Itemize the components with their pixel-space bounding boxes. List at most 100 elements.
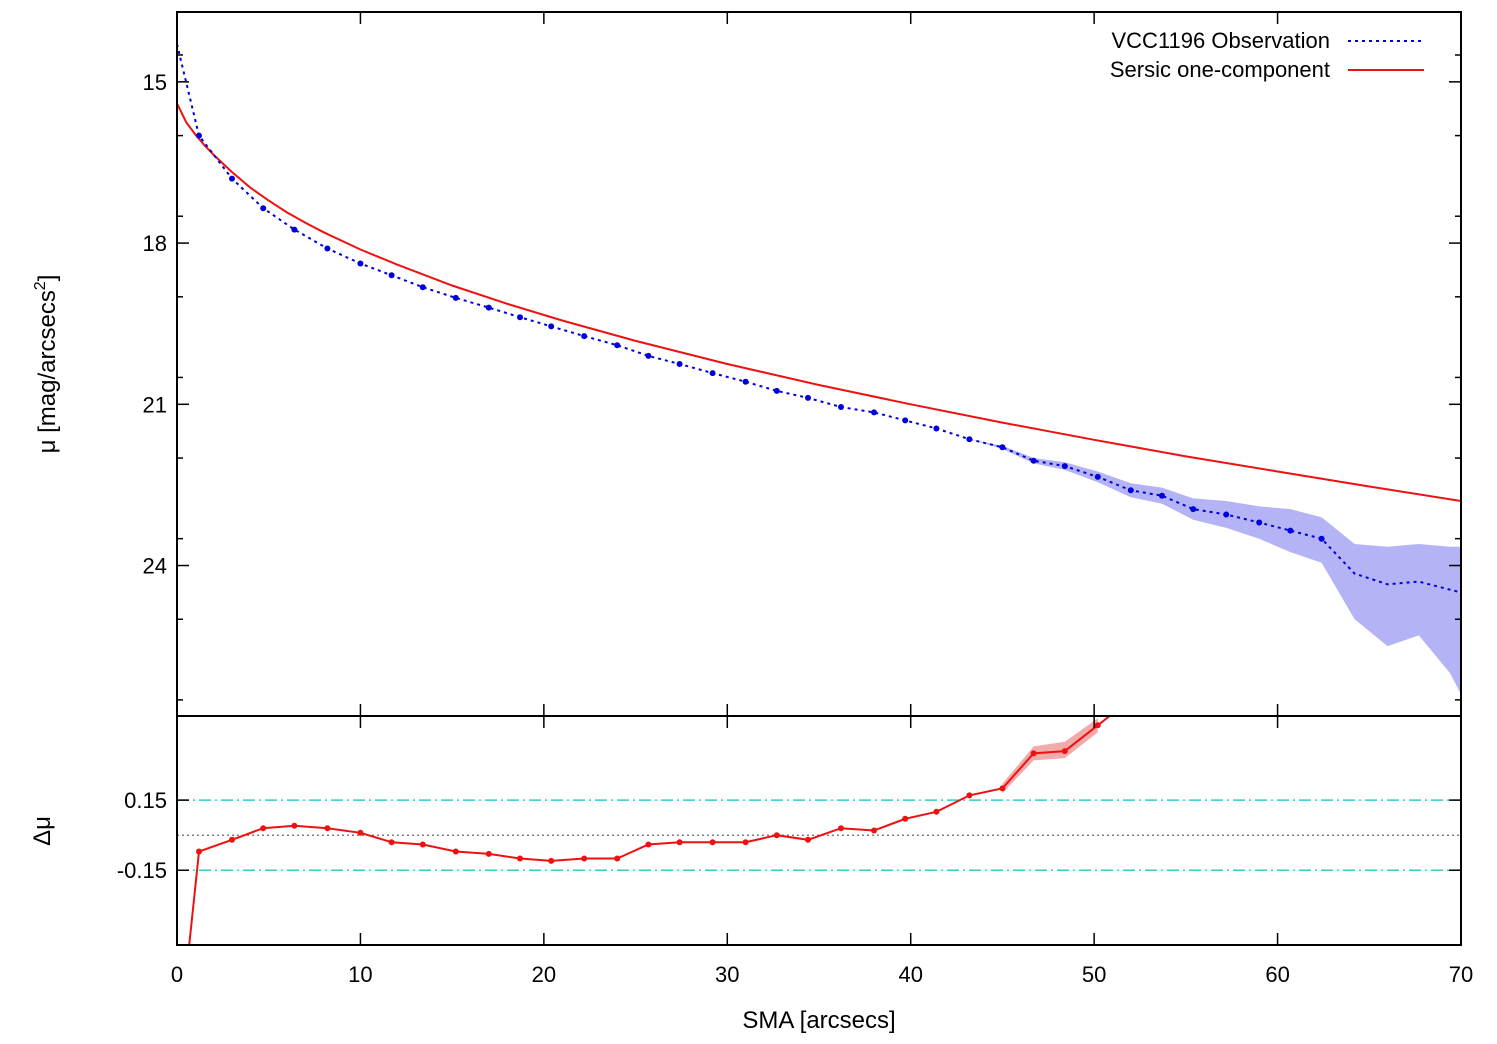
top-panel: 15 18 21 24 μ [mag/arcsecs2] VCC1196 Observ…	[32, 11, 1462, 717]
observation-point	[452, 294, 459, 301]
residual-point	[742, 839, 749, 846]
residual-point	[614, 855, 621, 862]
top-y-axis-label-close: ]	[34, 275, 61, 282]
residual-point	[933, 808, 940, 815]
residual-point	[291, 822, 298, 829]
observation-point	[1223, 511, 1230, 518]
residual-point	[517, 855, 523, 862]
observation-point	[871, 409, 877, 416]
bottom-y-axis-label: Δμ	[29, 816, 56, 846]
residual-point	[966, 792, 973, 799]
residual-point	[357, 829, 364, 836]
residual-point	[773, 832, 780, 839]
residual-point	[452, 848, 459, 855]
observation-point	[196, 132, 202, 139]
x-tick-labels: 0 10 20 30 40 50 60 70	[171, 962, 1473, 987]
top-y-axis-label-superscript: 2	[32, 281, 49, 290]
residual-point	[1094, 722, 1101, 729]
bottom-panel: 0.15 -0.15 0 10 20 30 40 50 60 70 Δμ SMA [arcsec…	[29, 715, 1473, 1034]
observation-point	[742, 378, 749, 385]
top-y-axis-label: μ [mag/arcsecs2]	[32, 275, 61, 454]
observation-point	[1061, 463, 1068, 470]
residual-point	[676, 839, 683, 846]
x-axis-label: SMA [arcsecs]	[742, 1007, 895, 1034]
residual-point	[645, 841, 652, 848]
top-y-tick-label: 18	[143, 231, 167, 256]
observation-point	[838, 404, 844, 410]
observation-point	[229, 175, 235, 182]
top-error-band	[177, 44, 1461, 695]
bottom-y-tick-label: -0.15	[117, 858, 167, 883]
bottom-ticks	[176, 716, 1462, 945]
x-tick-label: 20	[532, 962, 556, 987]
x-tick-label: 60	[1265, 962, 1289, 987]
observation-line	[177, 43, 1461, 594]
bottom-reference-lines	[177, 799, 1461, 871]
observation-point	[388, 272, 395, 279]
bottom-y-tick-label: 0.15	[124, 788, 167, 813]
x-tick-label: 10	[348, 962, 372, 987]
observation-point	[999, 444, 1006, 451]
residual-point	[1030, 750, 1037, 757]
residual-point	[229, 836, 235, 843]
residual-point	[871, 827, 877, 834]
legend-label-observation: VCC1196 Observation	[1112, 28, 1331, 53]
top-y-tick-label: 21	[143, 392, 167, 417]
top-y-tick-label: 24	[143, 554, 167, 579]
residual-point	[548, 857, 555, 864]
observation-point	[1159, 492, 1165, 499]
residual-point	[805, 836, 811, 843]
residual-point	[485, 850, 492, 857]
x-tick-label: 0	[171, 962, 183, 987]
observation-point	[902, 417, 909, 424]
x-tick-label: 70	[1449, 962, 1473, 987]
residual-point	[999, 785, 1006, 792]
observation-error-band	[177, 44, 1461, 695]
observation-point	[709, 370, 716, 377]
observation-point	[773, 387, 780, 394]
sersic-line	[177, 102, 1461, 502]
observation-point	[966, 436, 973, 443]
observation-point	[1190, 506, 1197, 513]
residual-error-band	[1002, 718, 1098, 794]
residual-point	[388, 839, 395, 846]
observation-point	[1287, 527, 1294, 534]
top-y-tick-label: 15	[143, 70, 167, 95]
top-ticks	[176, 12, 1462, 716]
residual-point	[324, 825, 331, 832]
bottom-markers	[196, 722, 1101, 864]
observation-point	[676, 361, 683, 367]
observation-point	[1094, 473, 1101, 480]
residual-point	[709, 839, 716, 846]
residual-point	[581, 855, 588, 862]
observation-point	[324, 245, 331, 252]
observation-point	[485, 304, 492, 311]
observation-point	[357, 260, 364, 267]
x-tick-label: 30	[715, 962, 739, 987]
bottom-y-tick-labels: 0.15 -0.15	[117, 788, 167, 883]
residual-point	[196, 848, 202, 855]
residual-point	[1061, 748, 1068, 755]
observation-point	[933, 425, 940, 432]
observation-point	[419, 284, 426, 291]
residual-point	[260, 825, 267, 832]
bottom-plot-frame	[176, 715, 1462, 946]
top-markers	[196, 132, 1325, 542]
residual-point	[419, 841, 426, 848]
bottom-error-band	[1002, 718, 1098, 794]
observation-point	[1127, 487, 1134, 494]
residual-point	[902, 815, 909, 822]
observation-point	[517, 314, 523, 321]
x-tick-label: 40	[898, 962, 922, 987]
observation-point	[1318, 535, 1325, 542]
observation-point	[581, 333, 588, 340]
observation-point	[805, 394, 811, 401]
top-y-axis-label-main: μ [mag/arcsecs	[34, 290, 61, 453]
top-series-lines	[177, 43, 1461, 594]
top-plot-frame	[176, 11, 1462, 717]
x-tick-label: 50	[1082, 962, 1106, 987]
observation-point	[1030, 457, 1037, 464]
observation-point	[260, 205, 267, 212]
observation-point	[1256, 519, 1263, 526]
